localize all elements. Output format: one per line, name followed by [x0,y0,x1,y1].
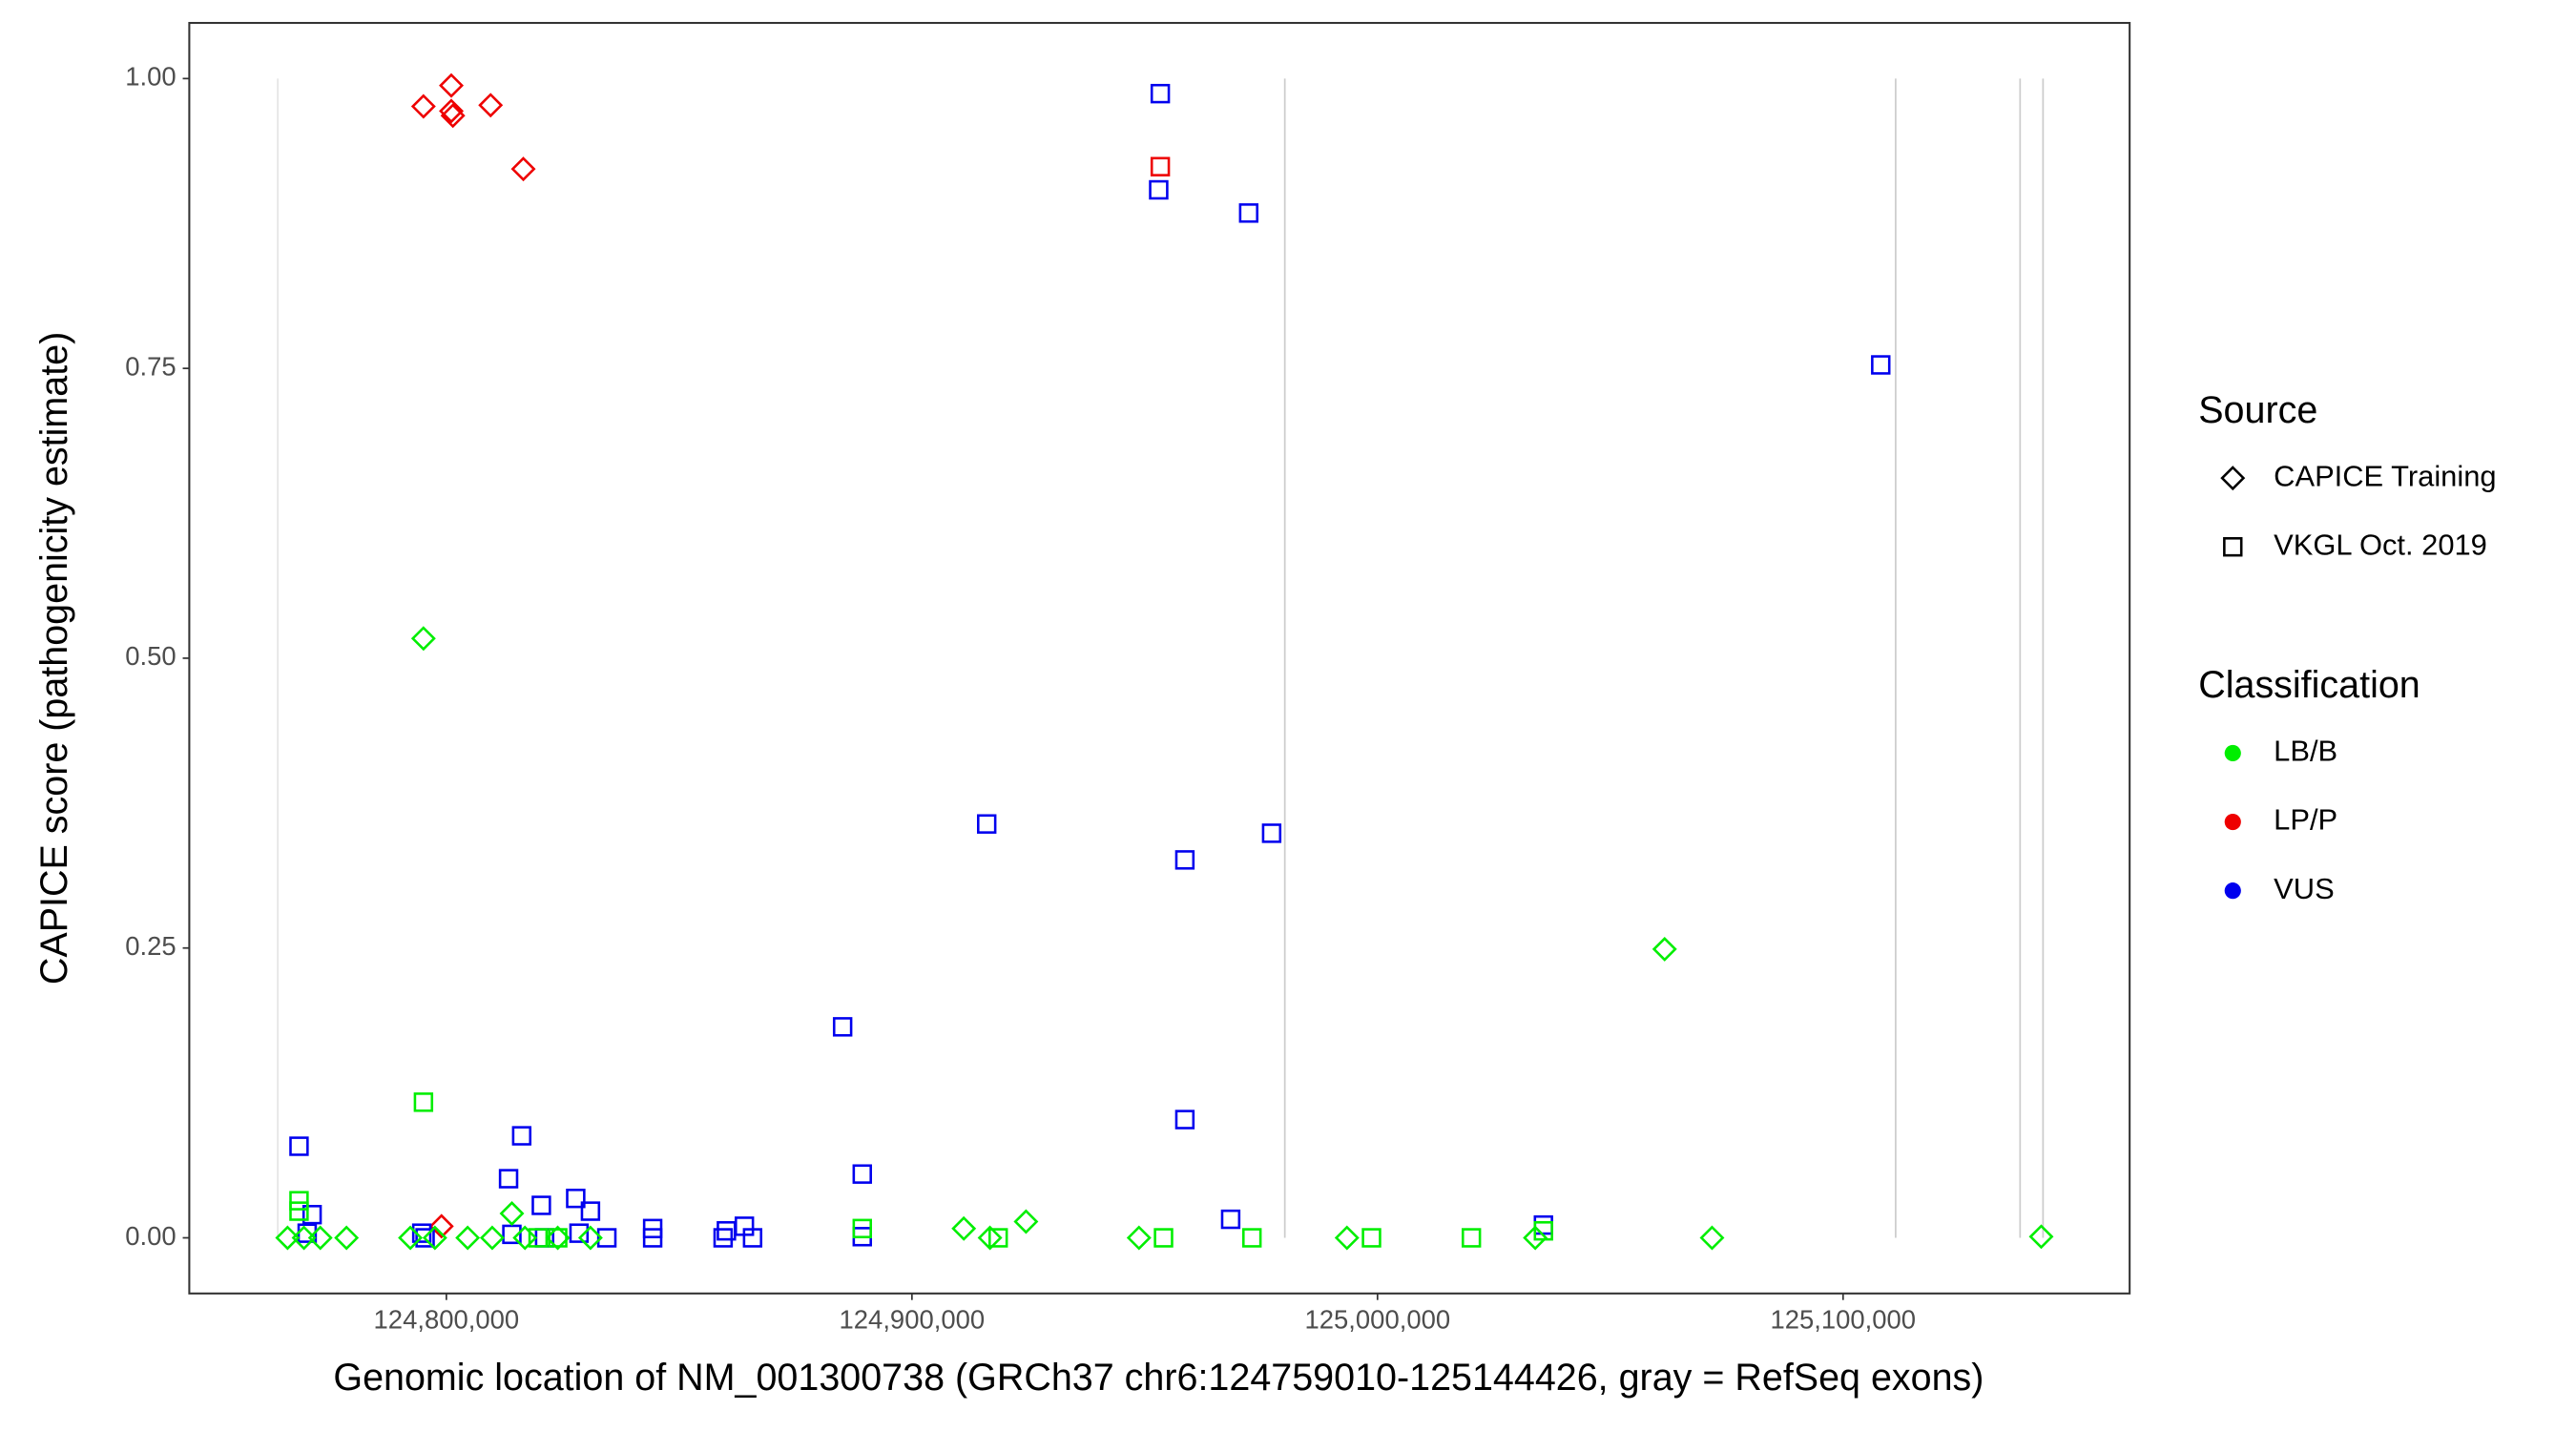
point [580,1201,601,1221]
point [1699,1225,1725,1251]
x-axis-title: Genomic location of NM_001300738 (GRCh37… [333,1357,1984,1399]
point [832,1017,853,1037]
point [713,1228,734,1248]
point [1238,203,1259,223]
point [410,93,436,119]
background [17,0,2559,1431]
point [1523,1225,1548,1251]
point [1149,179,1169,200]
point [413,1092,434,1112]
point [440,103,466,129]
point [569,1223,590,1243]
x-tick-label: 125,100,000 [1771,1304,1917,1334]
point [1174,1110,1195,1130]
point [422,1225,447,1251]
point [1461,1228,1482,1248]
y-tick-label: 0.00 [125,1221,176,1251]
legend-title: Source [2198,389,2317,431]
y-tick-label: 0.75 [125,351,176,381]
point [415,1228,435,1248]
point [852,1164,872,1184]
point [428,1213,454,1239]
legend-title: Classification [2198,664,2420,706]
point [977,1225,1003,1251]
plot-frame [188,21,2131,1295]
point [479,1225,505,1251]
point [642,1228,663,1248]
point [439,98,465,124]
point [455,1225,481,1251]
point [1334,1225,1360,1251]
point [301,1204,322,1225]
point [289,1136,309,1156]
legend-symbol [2224,744,2241,762]
point [1361,1228,1381,1248]
point [742,1228,763,1248]
y-tick-label: 0.50 [125,641,176,671]
point [1871,355,1891,375]
point [1652,936,1677,962]
point [289,1191,309,1211]
point [1126,1225,1152,1251]
legend-entry: LP/P [2274,803,2337,837]
point [512,1225,538,1251]
legend-entry: VUS [2274,872,2334,905]
legend-entry: CAPICE Training [2274,459,2496,492]
point [852,1218,872,1238]
point [988,1228,1008,1248]
legend-symbol [2224,882,2241,900]
point [1220,1209,1241,1230]
point [1150,83,1171,104]
point [289,1201,309,1221]
point [478,93,504,118]
x-tick-label: 124,900,000 [840,1304,986,1334]
point [976,814,997,834]
point [1013,1209,1039,1234]
point [499,1201,525,1226]
point [1174,850,1195,870]
point [545,1225,571,1251]
point [531,1195,551,1215]
point [334,1225,360,1251]
legend-symbol [2223,537,2243,557]
point [307,1225,333,1251]
point [1261,823,1282,843]
point [498,1169,519,1189]
legend-entry: LB/B [2274,735,2337,768]
x-tick-label: 125,000,000 [1305,1304,1451,1334]
point [951,1215,977,1241]
point [596,1228,617,1248]
legend-symbol [2224,813,2241,831]
y-axis-title: CAPICE score (pathogenicity estimate) [33,332,75,985]
legend-entry: VKGL Oct. 2019 [2274,528,2487,561]
y-tick-label: 1.00 [125,62,176,92]
point [291,1225,317,1251]
point [398,1225,424,1251]
point [510,156,536,182]
point [577,1225,603,1251]
point [410,626,436,652]
point [511,1126,532,1146]
y-tick-label: 0.25 [125,931,176,961]
point [1153,1228,1174,1248]
legend-symbol [2220,466,2246,491]
point [1150,156,1171,176]
point [566,1188,586,1209]
point [275,1225,301,1251]
point [1242,1228,1262,1248]
point [548,1228,568,1248]
point [439,73,465,98]
x-tick-label: 124,800,000 [374,1304,520,1334]
point [2028,1224,2054,1250]
